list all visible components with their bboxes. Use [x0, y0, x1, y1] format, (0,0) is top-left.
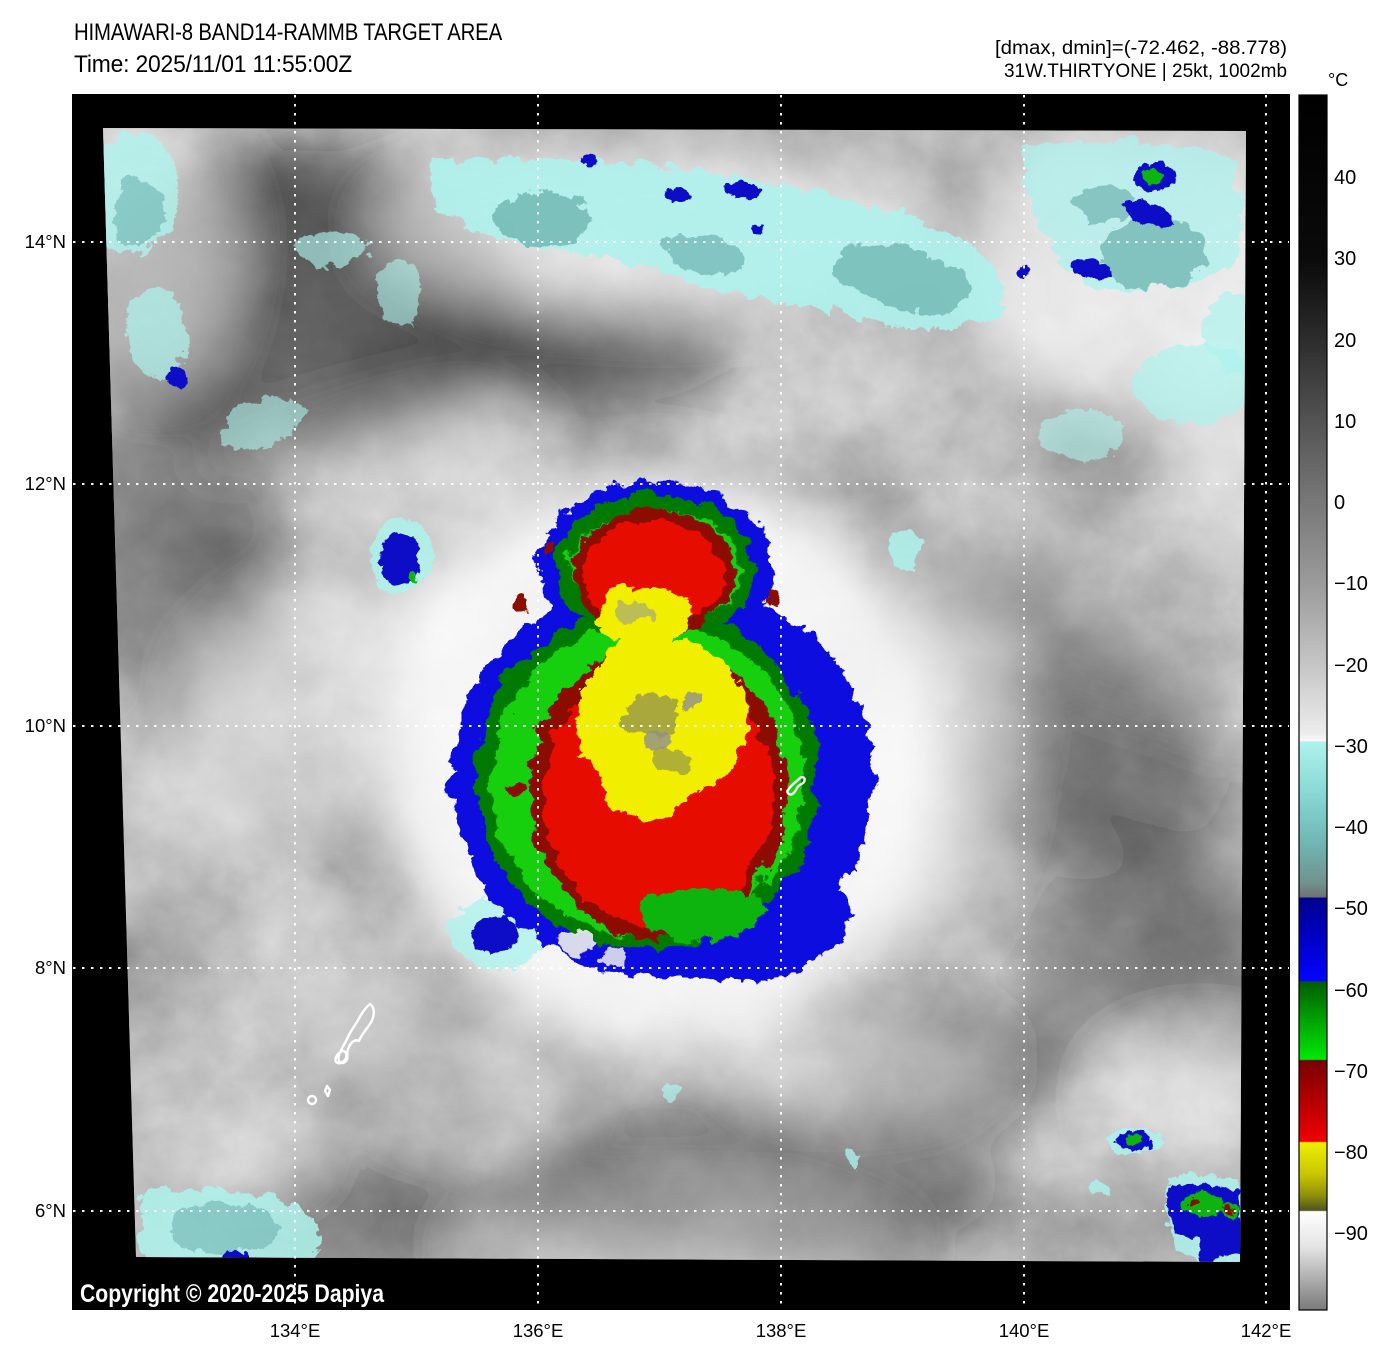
colorbar-tick: −40 [1334, 817, 1368, 839]
storm-info-label: 31W.THIRTYONE | 25kt, 1002mb [1004, 61, 1287, 82]
colorbar-tick: −50 [1334, 898, 1368, 920]
lon-tick-label: 134°E [270, 1320, 321, 1341]
dmax-dmin-label: [dmax, dmin]=(-72.462, -88.778) [995, 38, 1287, 59]
lat-axis-labels: 14°N 12°N 10°N 8°N 6°N [25, 231, 66, 1221]
colorbar: 40 30 20 10 0 −10 −20 −30 −40 −50 −60 −7… [1298, 94, 1368, 1311]
lon-axis-labels: 134°E 136°E 138°E 140°E 142°E [270, 1320, 1292, 1341]
colorbar-tick: 20 [1334, 330, 1356, 352]
colorbar-tick: −90 [1334, 1223, 1368, 1245]
lat-tick-label: 12°N [25, 473, 66, 494]
figure-title: HIMAWARI-8 BAND14-RAMMB TARGET AREA [74, 19, 502, 46]
copyright-label: Copyright © 2020-2025 Dapiya [80, 1280, 385, 1308]
colorbar-tick: −30 [1334, 736, 1368, 758]
lat-tick-label: 14°N [25, 231, 66, 252]
satellite-imagery [103, 128, 1246, 1262]
colorbar-gradient [1298, 94, 1328, 1311]
lat-tick-label: 8°N [35, 957, 66, 978]
lon-tick-label: 140°E [999, 1320, 1050, 1341]
lat-tick-label: 6°N [35, 1200, 66, 1221]
colorbar-tick: 30 [1334, 248, 1356, 270]
colorbar-tick-labels: 40 30 20 10 0 −10 −20 −30 −40 −50 −60 −7… [1334, 167, 1368, 1245]
colorbar-tick: 10 [1334, 411, 1356, 433]
colorbar-tick: 0 [1334, 492, 1345, 514]
coastline-outlines [306, 776, 806, 1106]
lat-tick-label: 10°N [25, 715, 66, 736]
convective-spots-layer [164, 154, 1240, 1261]
storm-core [448, 477, 872, 977]
colorbar-tick: −70 [1334, 1061, 1368, 1083]
colorbar-tick: −80 [1334, 1142, 1368, 1164]
lon-tick-label: 136°E [513, 1320, 564, 1341]
colorbar-tick: 40 [1334, 167, 1356, 189]
lon-tick-label: 142°E [1241, 1320, 1292, 1341]
time-label: Time: 2025/11/01 11:55:00Z [74, 51, 352, 78]
lon-tick-label: 138°E [756, 1320, 807, 1341]
colorbar-tick: −20 [1334, 655, 1368, 677]
colorbar-tick: −10 [1334, 573, 1368, 595]
colorbar-unit-label: °C [1328, 70, 1348, 90]
colorbar-tick: −60 [1334, 980, 1368, 1002]
